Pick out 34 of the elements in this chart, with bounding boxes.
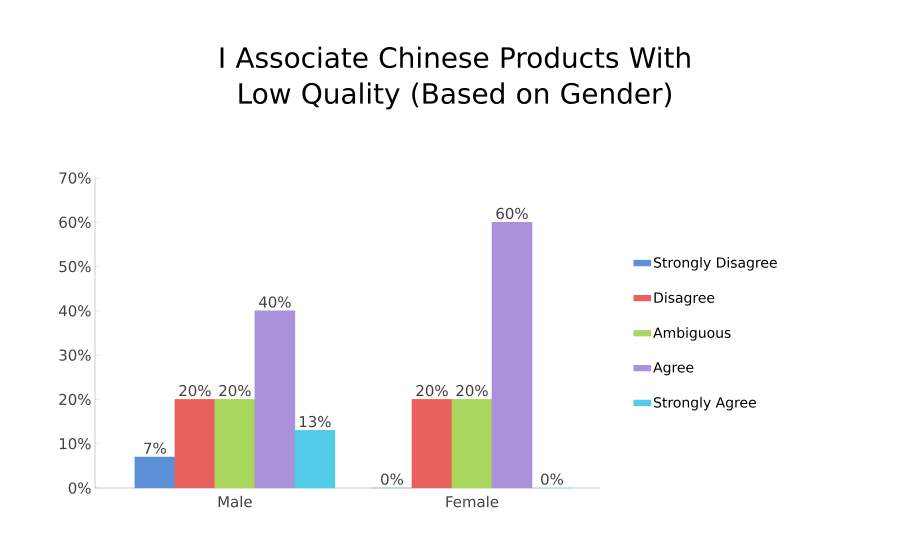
- y-tick-label: 30%: [59, 349, 91, 361]
- y-tick-label: 0%: [68, 482, 91, 494]
- data-label: 20%: [416, 384, 448, 396]
- y-tick-label: 40%: [59, 305, 91, 317]
- y-tick-label: 20%: [59, 394, 91, 406]
- x-tick-label: Male: [218, 496, 252, 508]
- data-label: 7%: [144, 442, 166, 454]
- data-label: 60%: [496, 208, 528, 220]
- data-label: 0%: [541, 473, 564, 485]
- legend-label: Strongly Disagree: [654, 257, 777, 271]
- bar: [492, 222, 532, 488]
- x-tick-label: Female: [446, 496, 498, 508]
- bar: [134, 456, 176, 488]
- legend-label: Disagree: [654, 292, 714, 306]
- legend-label: Ambiguous: [653, 327, 731, 341]
- data-label: 20%: [179, 384, 211, 396]
- chart-title: I Associate Chinese Products With Low Quality (Based on Gender): [220, 46, 690, 110]
- data-label: 0%: [381, 473, 403, 485]
- bar: [254, 310, 296, 488]
- data-label: 13%: [300, 416, 331, 428]
- legend-label: Strongly Agree: [654, 396, 756, 410]
- bar: [452, 399, 492, 488]
- y-tick-label: 60%: [59, 216, 91, 228]
- data-label: 40%: [259, 296, 291, 308]
- data-label: 20%: [456, 384, 488, 396]
- y-tick-label: 70%: [59, 172, 91, 184]
- bar: [294, 430, 336, 488]
- data-label: 20%: [219, 384, 251, 396]
- bar: [412, 399, 452, 488]
- bar: [174, 399, 216, 488]
- legend-label: Agree: [653, 362, 694, 376]
- bar: [214, 399, 256, 488]
- y-tick-label: 10%: [60, 438, 91, 450]
- y-tick-label: 50%: [59, 260, 91, 272]
